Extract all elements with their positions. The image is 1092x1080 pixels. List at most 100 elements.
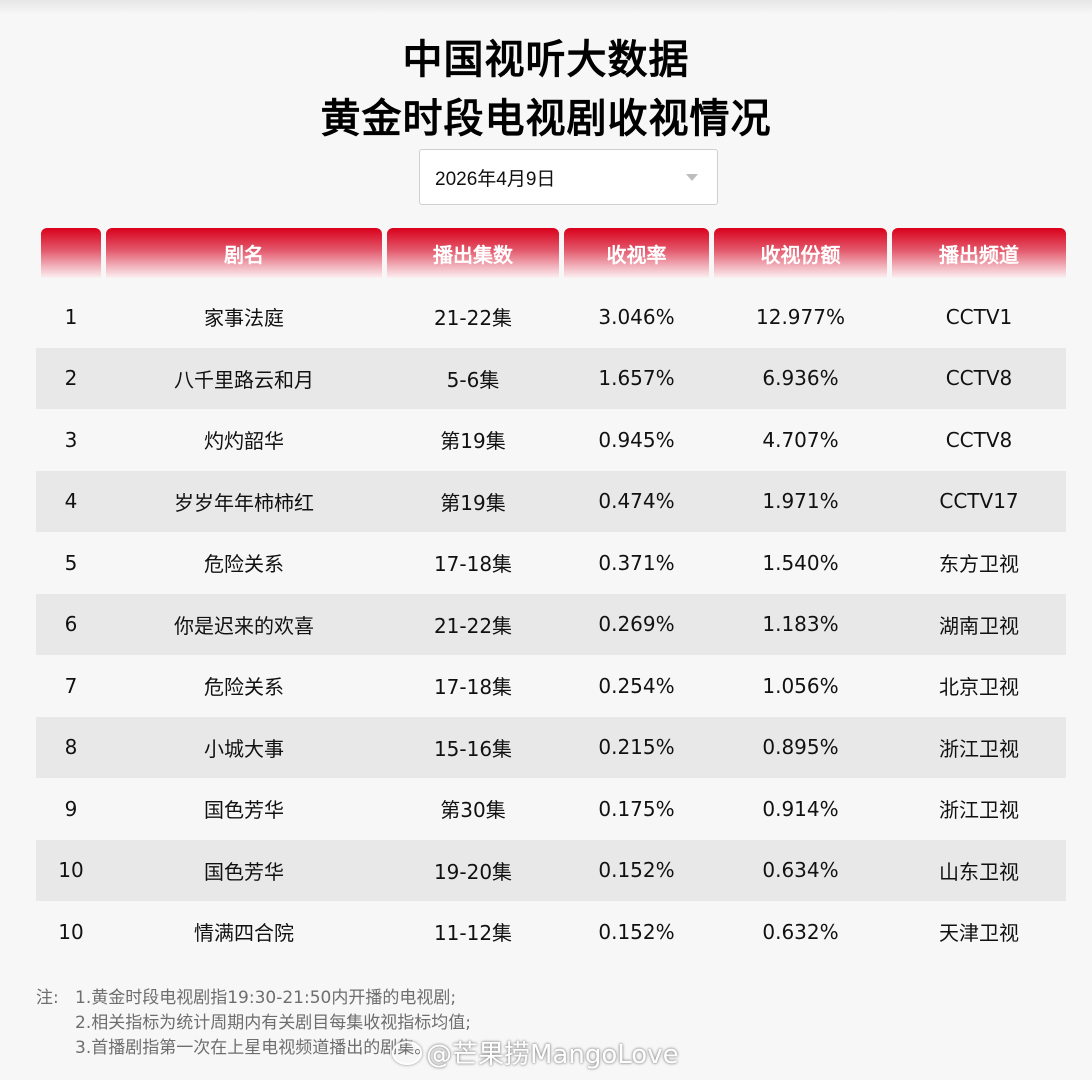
table-row: 1 家事法庭 21-22集 3.046% 12.977% CCTV1 xyxy=(36,286,1066,348)
cell-rank: 9 xyxy=(64,796,78,821)
cell-channel: 湖南卫视 xyxy=(939,613,1019,638)
cell-channel: 浙江卫视 xyxy=(939,736,1019,761)
table-header: 剧名 播出集数 收视率 收视份额 播出频道 xyxy=(0,228,1092,278)
cell-name: 八千里路云和月 xyxy=(174,367,314,392)
table-row: 8 小城大事 15-16集 0.215% 0.895% 浙江卫视 xyxy=(36,716,1066,778)
cell-name: 家事法庭 xyxy=(204,306,284,331)
cell-channel: CCTV8 xyxy=(945,427,1013,452)
footnotes: 注: 1.黄金时段电视剧指19:30-21:50内开播的电视剧; 2.相关指标为… xyxy=(36,986,471,1061)
cell-share: 12.977% xyxy=(756,304,845,329)
cell-name: 国色芳华 xyxy=(204,798,284,823)
cell-rank: 5 xyxy=(64,550,78,575)
cell-rank: 3 xyxy=(64,427,78,452)
cell-rank: 2 xyxy=(64,366,78,391)
cell-rank: 8 xyxy=(64,735,78,760)
table-row: 2 八千里路云和月 5-6集 1.657% 6.936% CCTV8 xyxy=(36,347,1066,409)
cell-share: 1.540% xyxy=(762,550,839,575)
table-row: 7 危险关系 17-18集 0.254% 1.056% 北京卫视 xyxy=(36,655,1066,717)
cell-channel: CCTV8 xyxy=(945,366,1013,391)
date-select-value: 2026年4月9日 xyxy=(435,168,556,190)
cell-rating: 0.152% xyxy=(598,919,675,944)
cell-name: 危险关系 xyxy=(204,552,284,577)
cell-episodes: 第19集 xyxy=(440,429,506,454)
cell-rating: 0.215% xyxy=(598,735,675,760)
cell-share: 0.895% xyxy=(762,735,839,760)
cell-rating: 3.046% xyxy=(598,304,675,329)
table-row: 6 你是迟来的欢喜 21-22集 0.269% 1.183% 湖南卫视 xyxy=(36,593,1066,655)
cell-episodes: 15-16集 xyxy=(433,736,513,761)
cell-episodes: 21-22集 xyxy=(433,613,513,638)
table-row: 10 国色芳华 19-20集 0.152% 0.634% 山东卫视 xyxy=(36,839,1066,901)
cell-rating: 0.371% xyxy=(598,550,675,575)
cell-channel: 北京卫视 xyxy=(939,675,1019,700)
cell-channel: 浙江卫视 xyxy=(939,798,1019,823)
cell-episodes: 17-18集 xyxy=(433,675,513,700)
column-header-episodes: 播出集数 xyxy=(387,228,559,278)
cell-rank: 1 xyxy=(64,304,78,329)
cell-rating: 0.945% xyxy=(598,427,675,452)
cell-rank: 10 xyxy=(58,919,84,944)
watermark: @芒果捞MangoLove xyxy=(392,1034,679,1071)
column-header-channel: 播出频道 xyxy=(892,228,1066,278)
cell-channel: CCTV17 xyxy=(939,489,1019,514)
footnote-item: 1.黄金时段电视剧指19:30-21:50内开播的电视剧; xyxy=(75,988,457,1008)
watermark-text: @芒果捞MangoLove xyxy=(426,1040,679,1070)
cell-episodes: 19-20集 xyxy=(433,859,513,884)
table-row: 4 岁岁年年柿柿红 第19集 0.474% 1.971% CCTV17 xyxy=(36,470,1066,532)
page-title: 中国视听大数据 xyxy=(402,37,690,83)
top-shade xyxy=(0,0,1092,14)
cell-episodes: 17-18集 xyxy=(433,552,513,577)
cell-rating: 0.269% xyxy=(598,612,675,637)
footnote-item: 2.相关指标为统计周期内有关剧目每集收视指标均值; xyxy=(75,1013,471,1033)
table-row: 10 情满四合院 11-12集 0.152% 0.632% 天津卫视 xyxy=(36,901,1066,963)
cell-episodes: 第19集 xyxy=(440,490,506,515)
footnote-item: 3.首播剧指第一次在上星电视频道播出的剧集。 xyxy=(75,1038,432,1058)
cell-share: 0.634% xyxy=(762,858,839,883)
column-header-rating: 收视率 xyxy=(564,228,709,278)
cell-share: 1.183% xyxy=(762,612,839,637)
cell-name: 你是迟来的欢喜 xyxy=(174,613,314,638)
cell-rating: 0.254% xyxy=(598,673,675,698)
cell-rank: 7 xyxy=(64,673,78,698)
cell-name: 灼灼韶华 xyxy=(204,429,284,454)
cell-channel: 山东卫视 xyxy=(939,859,1019,884)
column-header-rank xyxy=(41,228,101,278)
cell-episodes: 11-12集 xyxy=(433,921,513,946)
cell-channel: 天津卫视 xyxy=(939,921,1019,946)
cell-share: 0.914% xyxy=(762,796,839,821)
date-select[interactable]: 2026年4月9日 xyxy=(419,149,718,205)
cell-name: 情满四合院 xyxy=(194,921,294,946)
cell-name: 国色芳华 xyxy=(204,859,284,884)
table-row: 5 危险关系 17-18集 0.371% 1.540% 东方卫视 xyxy=(36,532,1066,594)
cell-name: 小城大事 xyxy=(204,736,284,761)
cell-name: 岁岁年年柿柿红 xyxy=(174,490,314,515)
cell-name: 危险关系 xyxy=(204,675,284,700)
cell-share: 1.971% xyxy=(762,489,839,514)
cell-rank: 6 xyxy=(64,612,78,637)
weibo-logo-icon xyxy=(392,1040,422,1065)
cell-rank: 10 xyxy=(58,858,84,883)
table-body: 1 家事法庭 21-22集 3.046% 12.977% CCTV1 2 八千里… xyxy=(36,286,1066,963)
cell-share: 6.936% xyxy=(762,366,839,391)
page-subtitle: 黄金时段电视剧收视情况 xyxy=(320,96,772,142)
column-header-name: 剧名 xyxy=(106,228,382,278)
table-row: 3 灼灼韶华 第19集 0.945% 4.707% CCTV8 xyxy=(36,409,1066,471)
footnote-indent xyxy=(36,1036,75,1061)
cell-rating: 0.175% xyxy=(598,796,675,821)
cell-channel: 东方卫视 xyxy=(939,552,1019,577)
cell-episodes: 第30集 xyxy=(440,798,506,823)
table-row: 9 国色芳华 第30集 0.175% 0.914% 浙江卫视 xyxy=(36,778,1066,840)
cell-share: 4.707% xyxy=(762,427,839,452)
cell-share: 1.056% xyxy=(762,673,839,698)
cell-episodes: 5-6集 xyxy=(446,367,500,392)
cell-episodes: 21-22集 xyxy=(433,306,513,331)
footnote-label: 注: xyxy=(36,988,59,1008)
chevron-down-icon[interactable] xyxy=(686,174,698,181)
cell-rating: 1.657% xyxy=(598,366,675,391)
cell-rating: 0.152% xyxy=(598,858,675,883)
cell-rating: 0.474% xyxy=(598,489,675,514)
cell-rank: 4 xyxy=(64,489,78,514)
cell-share: 0.632% xyxy=(762,919,839,944)
cell-channel: CCTV1 xyxy=(945,304,1013,329)
column-header-share: 收视份额 xyxy=(714,228,887,278)
